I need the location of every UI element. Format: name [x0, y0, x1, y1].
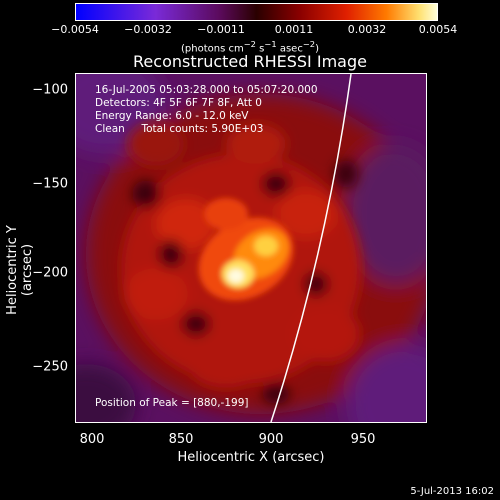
info-energy-range: Energy Range: 6.0 - 12.0 keV	[95, 110, 249, 122]
info-detectors: Detectors: 4F 5F 6F 7F 8F, Att 0	[95, 97, 262, 109]
x-tick-label: 950	[350, 432, 376, 447]
colorbar-tick: 0.0054	[418, 23, 458, 36]
colorbar-unit: (photons cm−2 s−1 asec−2)	[180, 39, 320, 55]
x-tick-label: 800	[79, 432, 105, 447]
y-tick-label: −150	[32, 176, 68, 192]
y-tick-label: −250	[32, 359, 68, 375]
rhessi-image: 16-Jul-2005 05:03:28.000 to 05:07:20.000…	[75, 73, 427, 423]
x-tick-label: 850	[168, 432, 194, 447]
x-tick-label: 900	[258, 432, 284, 447]
colorbar-tick: 0.0032	[347, 23, 387, 36]
colorbar-tick: −0.0054	[51, 23, 99, 36]
colorbar	[75, 3, 438, 21]
info-time-range: 16-Jul-2005 05:03:28.000 to 05:07:20.000	[95, 84, 318, 96]
y-tick-label: −200	[32, 265, 68, 281]
info-peak-position: Position of Peak = [880,-199]	[95, 397, 249, 409]
colorbar-tick: −0.0011	[197, 23, 245, 36]
colorbar-tick: 0.0011	[274, 23, 314, 36]
heatmap-svg	[76, 74, 426, 422]
y-axis-title: Heliocentric Y (arcsec)	[5, 225, 35, 315]
image-title: Reconstructed RHESSI Image	[133, 52, 367, 71]
colorbar-tick: −0.0032	[124, 23, 172, 36]
info-total-counts: Clean Total counts: 5.90E+03	[95, 123, 264, 135]
y-tick-label: −100	[32, 82, 68, 98]
x-axis-title: Heliocentric X (arcsec)	[177, 450, 325, 465]
footer-timestamp: 5-Jul-2013 16:02	[410, 486, 494, 497]
